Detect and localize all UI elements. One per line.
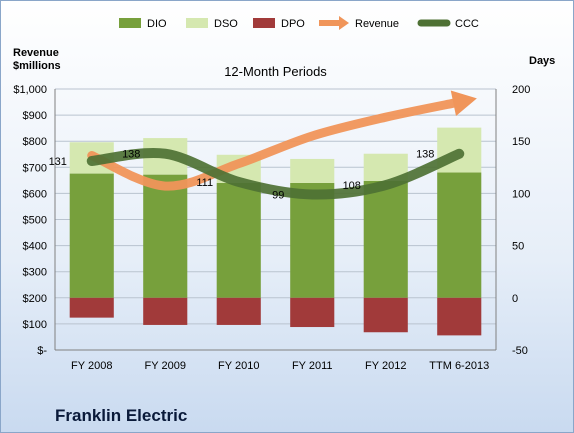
bar-dio [363,180,408,298]
legend-label-dio: DIO [147,18,167,30]
left-axis-tick-label: $- [37,345,47,357]
ccc-data-label: 99 [272,189,284,201]
left-axis-tick-label: $400 [23,241,47,253]
bar-dio [437,172,482,298]
bar-dio [290,182,335,298]
left-axis-tick-label: $100 [23,319,47,331]
bar-dpo [437,297,482,336]
legend-arrowhead-revenue [339,16,349,30]
bar-dpo [290,297,335,328]
left-axis-tick-label: $900 [23,110,47,122]
category-label: FY 2009 [145,360,186,372]
right-axis-tick-label: -50 [512,345,528,357]
category-label: TTM 6-2013 [429,360,489,372]
company-name: Franklin Electric [55,406,188,425]
bar-dio [69,173,114,298]
right-axis-title: Days [529,55,556,67]
revenue-line [87,97,464,191]
legend-label-ccc: CCC [455,18,479,30]
left-axis-tick-label: $200 [23,293,47,305]
right-axis-tick-label: 0 [512,293,518,305]
left-axis-tick-label: $300 [23,267,47,279]
bar-dpo [69,297,114,318]
legend-swatch-dio [119,18,141,28]
revenue-arrowhead [450,90,477,116]
category-label: FY 2011 [292,360,333,372]
left-axis-tick-label: $800 [23,136,47,148]
ccc-data-label: 111 [196,177,213,189]
chart-title: 12-Month Periods [224,64,327,79]
ccc-data-label: 131 [49,156,67,168]
legend-swatch-dso [186,18,208,28]
right-axis-tick-label: 150 [512,136,530,148]
category-label: FY 2012 [365,360,406,372]
bar-dio [216,182,261,298]
category-label: FY 2010 [218,360,259,372]
left-axis-tick-label: $1,000 [13,84,47,96]
left-axis-title-line1: Revenue [13,47,59,59]
right-axis-tick-label: 200 [512,84,530,96]
ccc-data-label: 108 [343,180,361,192]
bar-dpo [143,297,188,325]
left-axis-tick-label: $500 [23,215,47,227]
left-axis-title-line2: $millions [13,60,61,72]
bar-dpo [216,297,261,325]
ccc-data-label: 138 [416,149,434,161]
category-label: FY 2008 [71,360,112,372]
right-axis-tick-label: 100 [512,188,530,200]
left-axis-tick-label: $700 [23,162,47,174]
left-axis-tick-label: $600 [23,188,47,200]
ccc-data-label: 138 [122,149,140,161]
legend-swatch-dpo [253,18,275,28]
right-axis-tick-label: 50 [512,241,524,253]
bar-dso [290,158,335,183]
legend-label-dpo: DPO [281,18,305,30]
ccc-line [86,148,465,200]
left-axis-title: Revenue $millions [13,47,61,73]
bar-dpo [363,297,408,333]
legend-label-dso: DSO [214,18,238,30]
bar-dio [143,174,188,298]
legend-label-revenue: Revenue [355,18,399,30]
